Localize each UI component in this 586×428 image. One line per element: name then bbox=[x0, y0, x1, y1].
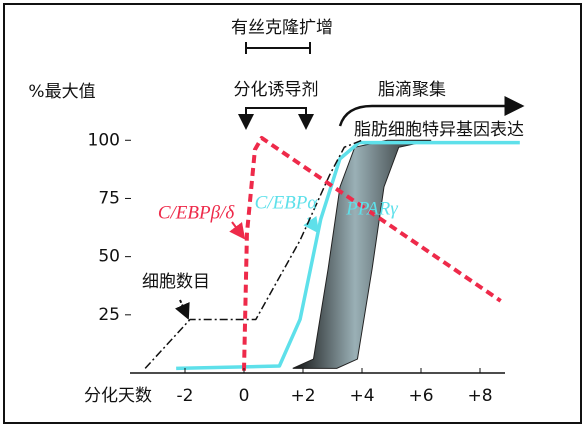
y-axis-label: %最大值 bbox=[28, 82, 95, 102]
chart: 有丝克隆扩增 分化诱导剂 脂滴聚集 脂肪细胞特异基因表达 %最大值 分化天数 C… bbox=[0, 0, 586, 428]
annotation: 分化诱导剂 bbox=[234, 80, 319, 100]
annotation: 脂肪细胞特异基因表达 bbox=[354, 120, 524, 140]
x-tick-label: 0 bbox=[239, 386, 250, 406]
x-tick-label: +8 bbox=[467, 386, 492, 406]
x-axis-label: 分化天数 bbox=[84, 386, 152, 406]
x-tick-label: +4 bbox=[349, 386, 374, 406]
y-tick-label: 50 bbox=[98, 247, 120, 267]
y-tick-label: 100 bbox=[88, 130, 120, 150]
series-label: 细胞数目 bbox=[142, 272, 210, 292]
page: {"chart_data": {"type": "line", "xlabel"… bbox=[0, 0, 586, 428]
annotation: 有丝克隆扩增 bbox=[231, 18, 333, 38]
x-tick-label: +6 bbox=[408, 386, 433, 406]
x-tick-label: -2 bbox=[177, 386, 194, 406]
series-label: C/EBPα bbox=[255, 192, 319, 213]
annotation: 脂滴聚集 bbox=[378, 80, 446, 100]
x-tick-label: +2 bbox=[290, 386, 315, 406]
series-label: PPARγ bbox=[345, 198, 398, 219]
frame bbox=[4, 4, 581, 423]
y-tick-label: 75 bbox=[98, 188, 120, 208]
y-tick-label: 25 bbox=[98, 305, 120, 325]
series-label: C/EBPβ/δ bbox=[158, 202, 236, 223]
